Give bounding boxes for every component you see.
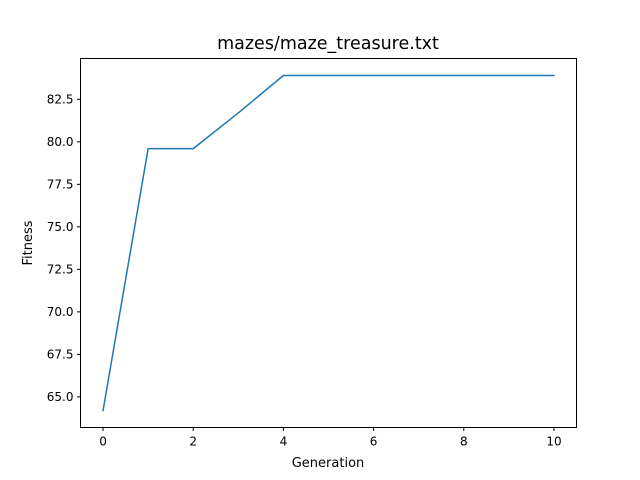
- x-tick-label: 0: [99, 435, 107, 449]
- x-tick-label: 10: [546, 435, 561, 449]
- x-tick-label: 8: [460, 435, 468, 449]
- y-tick-label: 67.5: [47, 348, 74, 362]
- y-tick-label: 82.5: [47, 93, 74, 107]
- x-axis-label: Generation: [292, 456, 365, 471]
- x-axis-ticks: 0 2 4 6 8 10: [99, 427, 562, 449]
- x-tick-label: 6: [370, 435, 378, 449]
- y-tick-label: 70.0: [47, 305, 74, 319]
- y-axis-ticks: 65.0 67.5 70.0 72.5 75.0 77.5 80.0 82.5: [47, 93, 81, 404]
- series-layer: [102, 74, 555, 412]
- fitness-line: [102, 74, 555, 412]
- x-tick-label: 2: [189, 435, 197, 449]
- x-tick-label: 4: [280, 435, 288, 449]
- y-tick-label: 75.0: [47, 220, 74, 234]
- y-tick-label: 65.0: [47, 390, 74, 404]
- plot-frame: [80, 58, 577, 428]
- chart-title: mazes/maze_treasure.txt: [217, 34, 439, 54]
- y-tick-label: 77.5: [47, 178, 74, 192]
- y-axis-label: Fitness: [21, 220, 36, 265]
- y-tick-label: 72.5: [47, 263, 74, 277]
- y-tick-label: 80.0: [47, 135, 74, 149]
